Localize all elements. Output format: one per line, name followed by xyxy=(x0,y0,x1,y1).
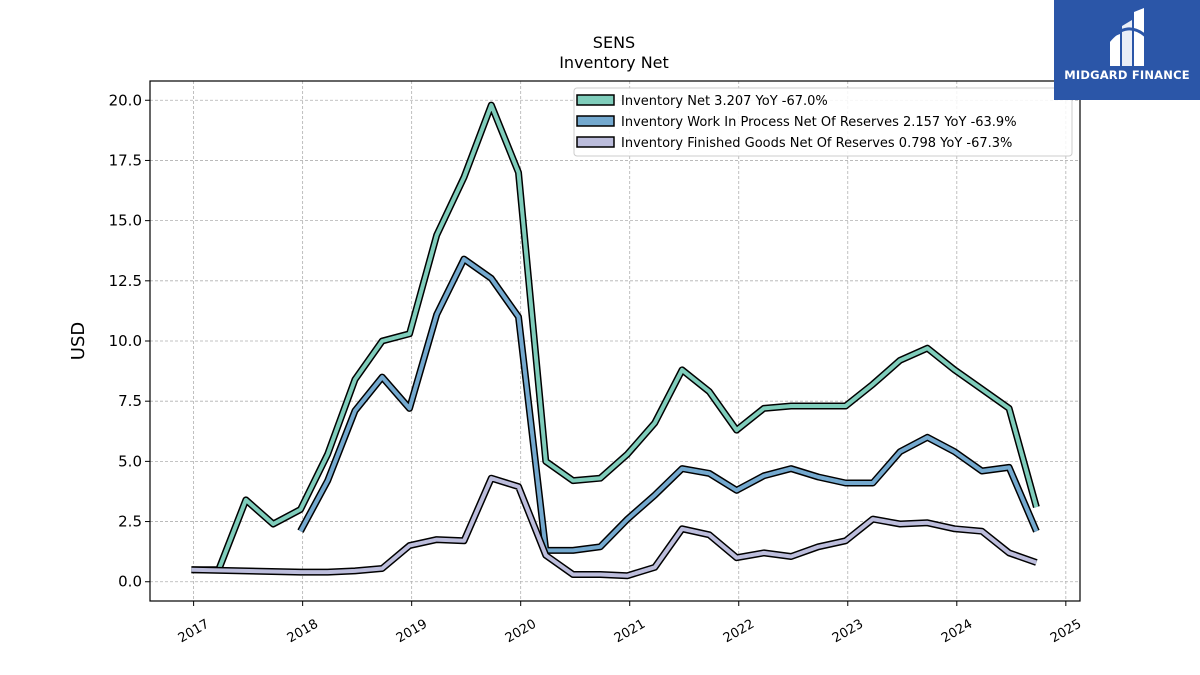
y-tick-label: 0.0 xyxy=(118,573,142,591)
x-tick-label: 2025 xyxy=(1048,617,1084,647)
x-tick-label: 2021 xyxy=(612,617,648,647)
chart-title: SENS xyxy=(593,33,635,52)
x-tick-label: 2023 xyxy=(830,617,866,647)
y-axis-label: USD xyxy=(68,322,89,360)
chart-subtitle: Inventory Net xyxy=(559,53,669,72)
series-line-0 xyxy=(191,103,1039,572)
legend: Inventory Net 3.207 YoY -67.0% Inventory … xyxy=(573,87,1073,157)
brand-mark-icon xyxy=(1106,8,1150,66)
brand-name: MIDGARD FINANCE xyxy=(1064,68,1190,82)
y-tick-label: 17.5 xyxy=(109,151,142,169)
legend-swatch-1 xyxy=(576,115,615,127)
legend-box xyxy=(573,87,1073,157)
y-tick-label: 2.5 xyxy=(118,513,142,531)
y-tick-label: 10.0 xyxy=(109,332,142,350)
legend-label-2: Inventory Finished Goods Net Of Reserves… xyxy=(621,136,1012,151)
series-layer xyxy=(191,101,1040,580)
y-tick-label: 12.5 xyxy=(109,272,142,290)
series-line-1 xyxy=(298,257,1039,553)
legend-label-0: Inventory Net 3.207 YoY -67.0% xyxy=(621,94,828,109)
x-tick-label: 2020 xyxy=(503,617,539,647)
x-axis: 2017 2018 2019 2020 2021 2022 2023 2024 2025 xyxy=(176,601,1084,646)
legend-label-1: Inventory Work In Process Net Of Reserve… xyxy=(621,115,1017,130)
y-tick-label: 15.0 xyxy=(109,212,142,230)
y-tick-label: 7.5 xyxy=(118,392,142,410)
y-tick-label: 5.0 xyxy=(118,452,142,470)
grid xyxy=(150,81,1080,601)
legend-swatch-0 xyxy=(576,94,615,106)
y-axis: 0.0 2.5 5.0 7.5 10.0 12.5 15.0 17.5 20.0 xyxy=(109,91,150,591)
x-tick-label: 2022 xyxy=(721,617,757,647)
x-tick-label: 2019 xyxy=(394,617,430,647)
y-tick-label: 20.0 xyxy=(109,91,142,109)
brand-logo: MIDGARD FINANCE xyxy=(1054,0,1200,100)
x-tick-label: 2017 xyxy=(176,617,212,647)
legend-swatch-2 xyxy=(576,136,615,148)
x-tick-label: 2018 xyxy=(285,617,321,647)
series-line-2 xyxy=(191,476,1038,578)
x-tick-label: 2024 xyxy=(939,617,975,647)
